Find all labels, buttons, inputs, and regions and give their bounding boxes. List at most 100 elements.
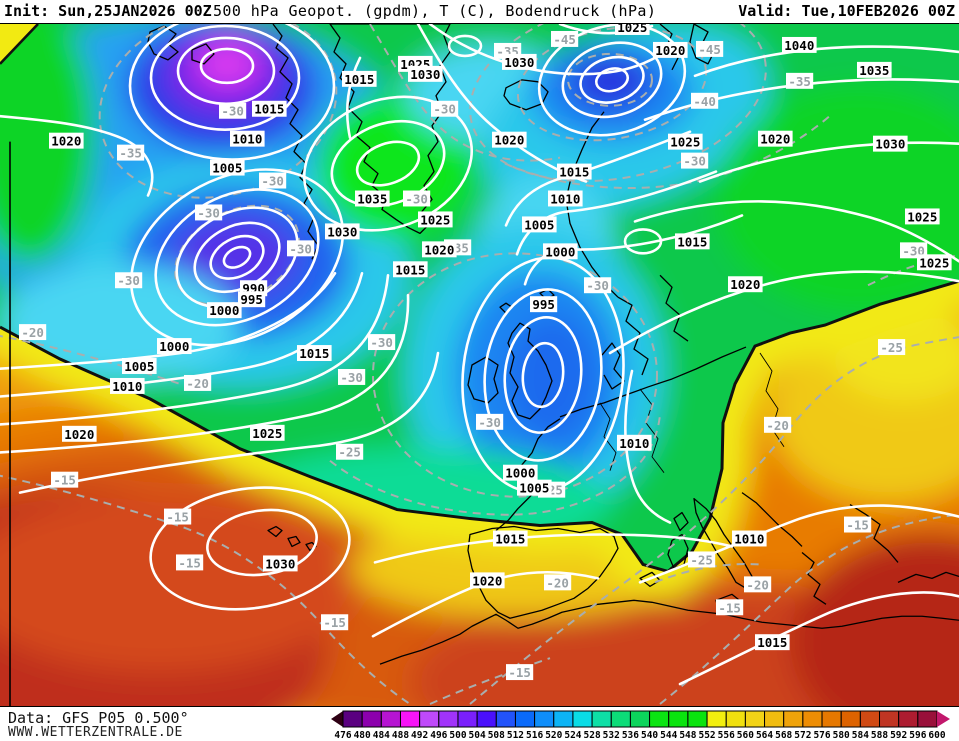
pressure-label: 1005 — [210, 159, 245, 176]
init-time: Init: Sun,25JAN2026 00Z — [4, 2, 212, 20]
temperature-label: -25 — [336, 443, 364, 460]
svg-text:1020: 1020 — [64, 427, 94, 442]
pressure-label: 995 — [238, 291, 266, 307]
pressure-label: 1020 — [728, 276, 763, 292]
weather-map: -35 -30 -30 -30 -30 -30 -35 -45 -30 -35 -45 -40 -35-… — [0, 23, 959, 707]
colorbar-tick: 492 — [411, 730, 428, 741]
chart-title: 500 hPa Geopot. (gpdm), T (C), Bodendruc… — [213, 2, 657, 20]
pressure-label: 1015 — [557, 163, 592, 180]
colorbar-tick: 568 — [775, 730, 792, 741]
svg-text:-25: -25 — [690, 552, 713, 567]
pressure-label: 1015 — [342, 70, 377, 87]
svg-text:1035: 1035 — [357, 191, 387, 206]
svg-text:1000: 1000 — [545, 244, 575, 259]
temperature-labels: -35-30-30-30-30-30-35-45-30-35-45-40-35-… — [19, 30, 928, 680]
svg-text:-30: -30 — [586, 278, 609, 293]
colorbar-segment — [859, 710, 881, 728]
temperature-label: -30 — [476, 413, 504, 430]
colorbar-segment — [361, 710, 382, 728]
svg-text:-20: -20 — [546, 575, 569, 590]
colorbar-left-arrow — [331, 711, 343, 727]
temperature-label: -30 — [338, 368, 366, 385]
svg-text:-35: -35 — [788, 74, 811, 89]
svg-text:1025: 1025 — [252, 426, 282, 441]
temperature-label: -20 — [19, 324, 47, 340]
pressure-label: 1025 — [418, 211, 453, 227]
temperature-label: -20 — [744, 576, 772, 592]
colorbar-tick: 552 — [698, 730, 715, 741]
svg-text:-20: -20 — [21, 325, 44, 340]
temperature-label: -15 — [716, 599, 744, 615]
temperature-label: -25 — [878, 339, 906, 355]
corner-boundary-line — [0, 24, 39, 65]
colorbar-tick: 600 — [928, 730, 945, 741]
temperature-label: -30 — [681, 152, 709, 169]
colorbar-right-arrow — [937, 711, 950, 727]
pressure-label: 1010 — [110, 377, 145, 394]
svg-text:1020: 1020 — [730, 277, 760, 292]
temperature-label: -15 — [51, 471, 79, 488]
temperature-label: -45 — [696, 40, 724, 57]
svg-text:1030: 1030 — [504, 55, 534, 70]
pressure-label: 1030 — [502, 53, 537, 70]
svg-text:-30: -30 — [433, 102, 456, 117]
colorbar-segment — [534, 710, 555, 728]
svg-text:-20: -20 — [746, 577, 769, 592]
temperature-label: -35 — [786, 72, 814, 89]
svg-text:1020: 1020 — [760, 132, 790, 147]
colorbar-segment — [802, 710, 823, 728]
temperature-label: -15 — [506, 664, 534, 680]
svg-text:-30: -30 — [405, 191, 428, 206]
colorbar-tick: 496 — [430, 730, 447, 741]
temperature-label: -30 — [584, 277, 612, 293]
pressure-labels: 1020101510101005990995100010001005101010… — [49, 24, 952, 650]
svg-text:1025: 1025 — [420, 212, 450, 227]
svg-text:1015: 1015 — [677, 234, 707, 249]
svg-text:1005: 1005 — [524, 217, 554, 232]
pressure-label: 1010 — [617, 434, 652, 451]
colorbar-segment — [457, 710, 478, 728]
svg-text:-45: -45 — [698, 42, 721, 57]
pressure-label: 995 — [530, 296, 558, 312]
temperature-label: -25 — [688, 551, 716, 567]
colorbar-segment — [898, 710, 919, 728]
colorbar-tick: 488 — [392, 730, 409, 741]
colorbar-segment — [610, 710, 631, 728]
temperature-label: -30 — [287, 240, 315, 256]
coastlines — [147, 24, 959, 665]
svg-text:1015: 1015 — [495, 531, 525, 546]
svg-text:1005: 1005 — [124, 359, 154, 374]
svg-text:-30: -30 — [117, 273, 140, 288]
svg-text:-30: -30 — [221, 104, 244, 119]
colorbar-tick: 536 — [622, 730, 639, 741]
temperature-label: -30 — [259, 172, 287, 189]
pressure-label: 1020 — [470, 572, 505, 588]
temperature-label: -15 — [164, 508, 192, 525]
svg-text:1015: 1015 — [395, 262, 425, 277]
colorbar-tick: 520 — [545, 730, 562, 741]
colorbar-tick: 528 — [584, 730, 601, 741]
colorbar-tick: 512 — [507, 730, 524, 741]
svg-text:1030: 1030 — [875, 137, 905, 152]
colorbar-tick: 564 — [756, 730, 773, 741]
svg-text:995: 995 — [532, 297, 555, 312]
colorbar-segment — [783, 710, 804, 728]
svg-text:-25: -25 — [338, 445, 361, 460]
pressure-label: 1020 — [653, 41, 688, 58]
svg-text:1010: 1010 — [734, 531, 764, 546]
colorbar-segment — [495, 710, 516, 728]
colorbar-tick: 556 — [718, 730, 735, 741]
pressure-label: 1025 — [905, 208, 940, 224]
colorbar-segment — [419, 710, 440, 728]
svg-text:-30: -30 — [289, 241, 312, 256]
pressure-label: 1020 — [62, 425, 97, 442]
svg-text:1020: 1020 — [655, 43, 685, 58]
temperature-label: -20 — [544, 574, 572, 590]
pressure-label: 1015 — [393, 261, 428, 277]
colorbar-tick: 592 — [890, 730, 907, 741]
temperature-label: -30 — [195, 204, 223, 220]
colorbar-segment — [476, 710, 497, 728]
pressure-label: 1030 — [408, 65, 443, 82]
map-footer: Data: GFS P05 0.500° WWW.WETTERZENTRALE.… — [0, 707, 959, 741]
colorbar-segment — [840, 710, 861, 728]
